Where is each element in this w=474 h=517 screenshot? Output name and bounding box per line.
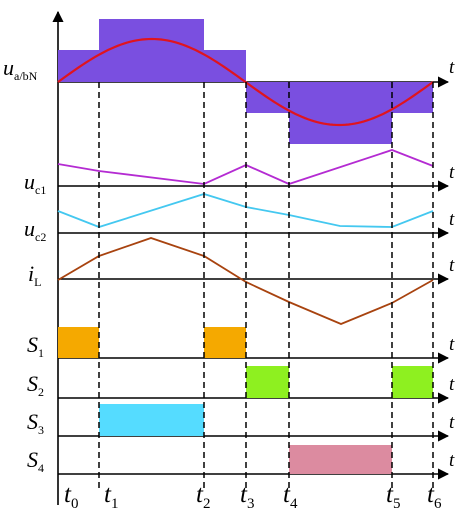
t-label-2: t — [449, 162, 455, 183]
s4-pulse — [289, 445, 392, 474]
pwm-voltage-blocks — [58, 19, 433, 144]
t-label-1: t — [449, 57, 455, 78]
time-label-t1: t1 — [104, 481, 118, 512]
label-s2: S2 — [27, 371, 44, 399]
label-u-abn: ua/bN — [3, 55, 38, 83]
time-label-t0: t0 — [64, 481, 78, 512]
pwm-block-t4-t5 — [289, 82, 392, 144]
u-c2-waveform — [57, 193, 434, 228]
time-instant-labels: t0 t1 t2 t3 t4 t5 t6 — [64, 481, 442, 512]
time-markers — [98, 82, 434, 490]
label-u-c2: uc2 — [24, 216, 46, 244]
t-label-3: t — [449, 209, 455, 230]
signal-labels: ua/bN uc1 uc2 iL S1 S2 S3 S4 — [3, 55, 46, 475]
label-i-l: iL — [28, 261, 41, 289]
s2-pulse-a — [246, 366, 289, 398]
switch-pulses — [58, 327, 433, 474]
label-s3: S3 — [27, 409, 44, 437]
label-u-c1: uc1 — [24, 169, 46, 197]
label-s1: S1 — [27, 332, 44, 360]
s1-pulse-b — [204, 327, 246, 358]
s3-pulse — [99, 404, 204, 436]
time-label-t3: t3 — [240, 481, 254, 512]
t-label-4: t — [449, 255, 455, 276]
label-s4: S4 — [27, 447, 44, 475]
t-label-8: t — [449, 450, 455, 471]
t-label-6: t — [449, 374, 455, 395]
t-label-5: t — [449, 334, 455, 355]
s1-pulse-a — [58, 327, 99, 358]
time-label-t6: t6 — [427, 481, 442, 512]
pwm-block-t1-t2 — [99, 19, 204, 82]
s2-pulse-b — [392, 366, 433, 398]
i-l-waveform — [57, 237, 434, 325]
time-label-t5: t5 — [386, 481, 400, 512]
time-label-t2: t2 — [196, 481, 210, 512]
time-label-t4: t4 — [283, 481, 298, 512]
t-label-7: t — [449, 412, 455, 433]
t-axis-labels: t t t t t t t t — [449, 57, 455, 471]
